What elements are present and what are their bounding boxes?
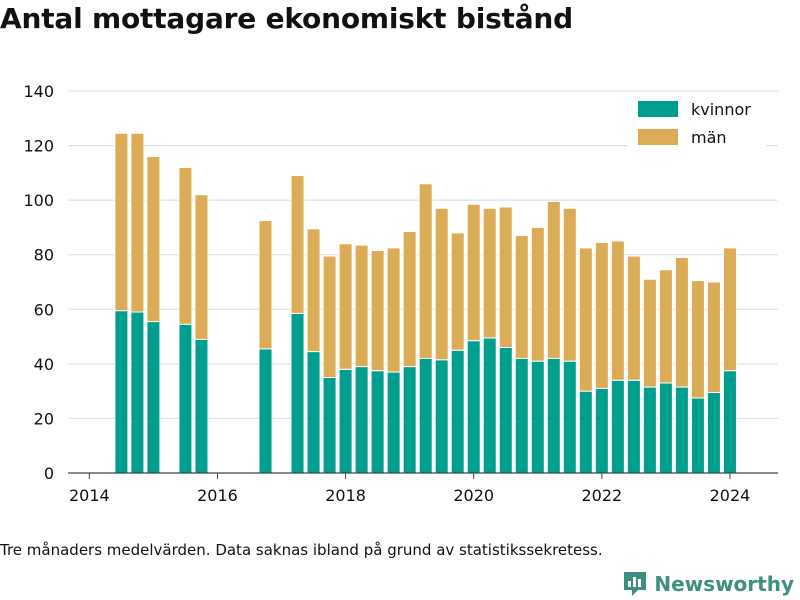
bar-män (530, 226, 545, 362)
bar-män (130, 132, 145, 313)
bar-kvinnor (626, 379, 641, 474)
bar-män (706, 281, 721, 394)
bar-kvinnor (514, 357, 529, 474)
bar-män (306, 228, 321, 353)
bar-män (338, 243, 353, 370)
bar-män (370, 250, 385, 372)
bar-kvinnor (450, 349, 465, 474)
bar-kvinnor (690, 397, 705, 474)
bar-kvinnor (386, 371, 401, 474)
bar-kvinnor (562, 360, 577, 474)
bar-män (146, 155, 161, 323)
bar-kvinnor (578, 390, 593, 474)
bar-kvinnor (146, 321, 161, 474)
x-tick-label: 2018 (325, 486, 366, 505)
bars (114, 132, 737, 474)
bar-män (258, 220, 273, 350)
brand[interactable]: Newsworthy (622, 570, 794, 598)
bar-kvinnor (370, 370, 385, 474)
bar-kvinnor (338, 368, 353, 474)
bar-män (578, 247, 593, 392)
bar-kvinnor (114, 310, 129, 474)
y-tick-label: 120 (23, 137, 54, 156)
bar-män (610, 240, 625, 381)
bar-kvinnor (466, 340, 481, 474)
bar-män (466, 203, 481, 342)
bar-män (690, 280, 705, 399)
bar-män (194, 194, 209, 340)
bar-kvinnor (658, 382, 673, 474)
x-tick-label: 2024 (710, 486, 751, 505)
bar-män (434, 207, 449, 361)
bar-kvinnor (130, 311, 145, 474)
page-title: Antal mottagare ekonomiskt bistånd (0, 2, 574, 35)
bar-män (658, 269, 673, 384)
bar-män (642, 278, 657, 388)
y-axis: 0 20 40 60 80 100 120 140 (23, 82, 54, 483)
bar-män (562, 207, 577, 362)
bar-män (514, 235, 529, 359)
bar-män (178, 166, 193, 325)
y-tick-label: 60 (34, 300, 54, 319)
y-tick-label: 100 (23, 191, 54, 210)
bar-kvinnor (258, 348, 273, 474)
bar-kvinnor (642, 386, 657, 474)
bar-män (290, 175, 305, 314)
x-tick-label: 2020 (453, 486, 494, 505)
bar-män (114, 132, 129, 312)
bar-kvinnor (706, 392, 721, 474)
bar-kvinnor (178, 323, 193, 474)
bar-män (498, 206, 513, 348)
bar-män (386, 247, 401, 373)
bar-kvinnor (418, 357, 433, 474)
bar-kvinnor (402, 366, 417, 474)
newsworthy-logo-icon (624, 572, 647, 596)
bar-kvinnor (594, 387, 609, 474)
legend-swatch-kvinnor[interactable] (638, 101, 678, 117)
brand-name: Newsworthy (654, 572, 794, 596)
legend[interactable]: kvinnor män (628, 95, 766, 147)
bar-kvinnor (194, 338, 209, 474)
bar-män (626, 255, 641, 381)
y-tick-label: 80 (34, 246, 54, 265)
bar-män (674, 256, 689, 388)
bar-män (418, 183, 433, 359)
bar-kvinnor (306, 351, 321, 474)
bar-kvinnor (290, 312, 305, 474)
bar-kvinnor (434, 359, 449, 474)
bar-män (450, 232, 465, 351)
bar-män (722, 247, 737, 372)
legend-swatch-män[interactable] (638, 129, 678, 145)
x-tick-label: 2022 (581, 486, 622, 505)
bar-kvinnor (482, 337, 497, 474)
bar-kvinnor (354, 366, 369, 474)
bar-män (402, 231, 417, 368)
bar-kvinnor (674, 386, 689, 474)
bar-män (482, 207, 497, 339)
bar-män (546, 201, 561, 359)
legend-label-kvinnor[interactable]: kvinnor (691, 100, 751, 119)
x-axis: 2014 2016 2018 2020 2022 2024 (68, 472, 778, 505)
footnote: Tre månaders medelvärden. Data saknas ib… (0, 541, 603, 559)
y-tick-label: 20 (34, 409, 54, 428)
bar-kvinnor (722, 370, 737, 474)
bar-kvinnor (530, 360, 545, 474)
y-tick-label: 0 (44, 464, 54, 483)
legend-label-män[interactable]: män (691, 128, 727, 147)
bar-kvinnor (546, 357, 561, 474)
x-tick-label: 2016 (197, 486, 238, 505)
bar-män (322, 255, 337, 379)
x-tick-label: 2014 (69, 486, 110, 505)
y-tick-label: 140 (23, 82, 54, 101)
y-tick-label: 40 (34, 355, 54, 374)
bar-män (354, 244, 369, 368)
bar-kvinnor (322, 377, 337, 474)
bar-kvinnor (610, 379, 625, 474)
bar-män (594, 241, 609, 389)
bar-kvinnor (498, 346, 513, 474)
